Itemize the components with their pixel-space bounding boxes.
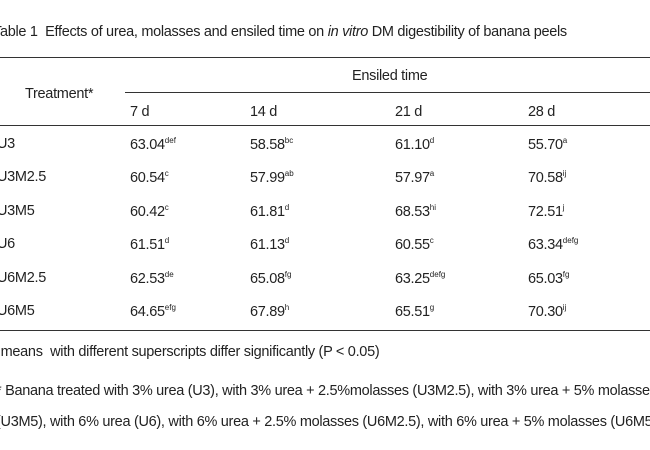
title-text: DM digestibility of banana peels xyxy=(368,24,567,40)
row-label: U6 xyxy=(0,236,15,253)
table-cell: 60.55c xyxy=(395,236,434,253)
cell-value: 65.51 xyxy=(395,304,430,320)
table-cell: 63.04def xyxy=(130,136,176,153)
footnote-text: means with different superscripts differ… xyxy=(0,344,380,360)
cell-value: 63.34 xyxy=(528,237,563,254)
cell-superscript: h xyxy=(284,303,290,312)
title-text: Effects of urea, molasses and ensiled ti… xyxy=(45,24,328,40)
cell-superscript: ij xyxy=(562,169,567,179)
table-cell: 67.89h xyxy=(250,303,289,320)
row-label: U6M5 xyxy=(0,303,35,319)
table-cell: 57.97a xyxy=(395,169,434,186)
cell-value: 67.89 xyxy=(250,304,285,320)
cell-value: 61.51 xyxy=(130,237,165,254)
cell-value: 60.54 xyxy=(130,170,165,187)
row-label: U3M5 xyxy=(0,202,35,219)
column-header: 21 d xyxy=(395,104,423,120)
bottom-rule xyxy=(0,330,650,331)
table-cell: 60.54c xyxy=(130,169,169,186)
table-cell: 65.03fg xyxy=(528,270,569,287)
footnote: a-l means with different superscripts di… xyxy=(0,343,380,360)
cell-value: 70.30 xyxy=(528,304,563,320)
cell-superscript: hi xyxy=(429,202,437,212)
cell-value: 65.08 xyxy=(250,270,285,287)
cell-value: 61.13 xyxy=(250,237,285,254)
cell-superscript: bc xyxy=(284,136,294,145)
table-cell: 68.53hi xyxy=(395,203,436,220)
cell-superscript: efg xyxy=(164,303,176,312)
table-cell: 72.51j xyxy=(528,203,565,220)
cell-superscript: d xyxy=(429,136,435,145)
footnote: * Banana treated with 3% urea (U3), with… xyxy=(0,376,650,438)
column-header: 7 d xyxy=(130,104,150,120)
table-cell: 70.58ij xyxy=(528,169,566,186)
cell-superscript: def xyxy=(164,136,176,145)
table-cell: 61.51d xyxy=(130,236,169,253)
cell-value: 58.58 xyxy=(250,137,285,153)
table-cell: 63.25defg xyxy=(395,270,445,287)
cell-value: 60.42 xyxy=(130,203,165,220)
table-title: Table 1 Effects of urea, molasses and en… xyxy=(0,24,567,40)
cell-value: 61.81 xyxy=(250,203,285,220)
row-label: U3M2.5 xyxy=(0,169,46,186)
table-cell: 63.34defg xyxy=(528,236,578,253)
cell-value: 57.97 xyxy=(395,170,430,187)
cell-superscript: defg xyxy=(429,269,446,279)
cell-superscript: g xyxy=(429,303,435,312)
cell-value: 64.65 xyxy=(130,304,165,320)
cell-value: 72.51 xyxy=(528,203,563,220)
column-header: 14 d xyxy=(250,104,278,120)
cell-value: 65.03 xyxy=(528,270,563,287)
cell-superscript: d xyxy=(164,236,170,246)
table-cell: 65.51g xyxy=(395,303,434,320)
row-label: U3 xyxy=(0,136,15,152)
table-cell: 55.70a xyxy=(528,136,567,153)
cell-superscript: d xyxy=(284,202,290,212)
cell-superscript: ab xyxy=(284,169,294,179)
cell-value: 68.53 xyxy=(395,203,430,220)
cell-superscript: c xyxy=(429,236,434,246)
table-cell: 61.13d xyxy=(250,236,289,253)
column-header: 28 d xyxy=(528,104,556,120)
row-header: Treatment* xyxy=(25,86,94,102)
table-cell: 58.58bc xyxy=(250,136,293,153)
table-cell: 70.30ij xyxy=(528,303,566,320)
table-cell: 65.08fg xyxy=(250,270,291,287)
cell-superscript: c xyxy=(164,202,169,212)
group-header: Ensiled time xyxy=(352,68,428,84)
cell-value: 61.10 xyxy=(395,137,430,153)
cell-value: 60.55 xyxy=(395,237,430,254)
cell-value: 55.70 xyxy=(528,137,563,153)
cell-superscript: c xyxy=(164,169,169,179)
footnote-mark: * xyxy=(0,383,2,399)
top-rule xyxy=(0,57,650,58)
cell-superscript: a xyxy=(562,136,568,145)
cell-superscript: fg xyxy=(562,269,570,279)
cell-value: 70.58 xyxy=(528,170,563,187)
cell-value: 62.53 xyxy=(130,270,165,287)
cell-superscript: defg xyxy=(562,236,579,246)
title-italic: in vitro xyxy=(327,24,369,40)
table-label: Table 1 xyxy=(0,24,38,40)
cell-superscript: a xyxy=(429,169,435,179)
cell-value: 57.99 xyxy=(250,170,285,187)
cell-value: 63.04 xyxy=(130,137,165,153)
table-cell: 62.53de xyxy=(130,270,174,287)
cell-value: 63.25 xyxy=(395,270,430,287)
table-cell: 61.81d xyxy=(250,203,289,220)
table-cell: 57.99ab xyxy=(250,169,294,186)
table-cell: 64.65efg xyxy=(130,303,176,320)
header-rule xyxy=(0,125,650,126)
table-cell: 60.42c xyxy=(130,203,169,220)
cell-superscript: de xyxy=(164,269,174,279)
row-label: U6M2.5 xyxy=(0,269,46,286)
cell-superscript: fg xyxy=(284,269,292,279)
cell-superscript: d xyxy=(284,236,290,246)
table-cell: 61.10d xyxy=(395,136,434,153)
cell-superscript: j xyxy=(562,202,565,212)
cell-superscript: ij xyxy=(562,303,567,312)
group-rule xyxy=(125,92,650,93)
footnote-text: Banana treated with 3% urea (U3), with 3… xyxy=(0,383,650,430)
